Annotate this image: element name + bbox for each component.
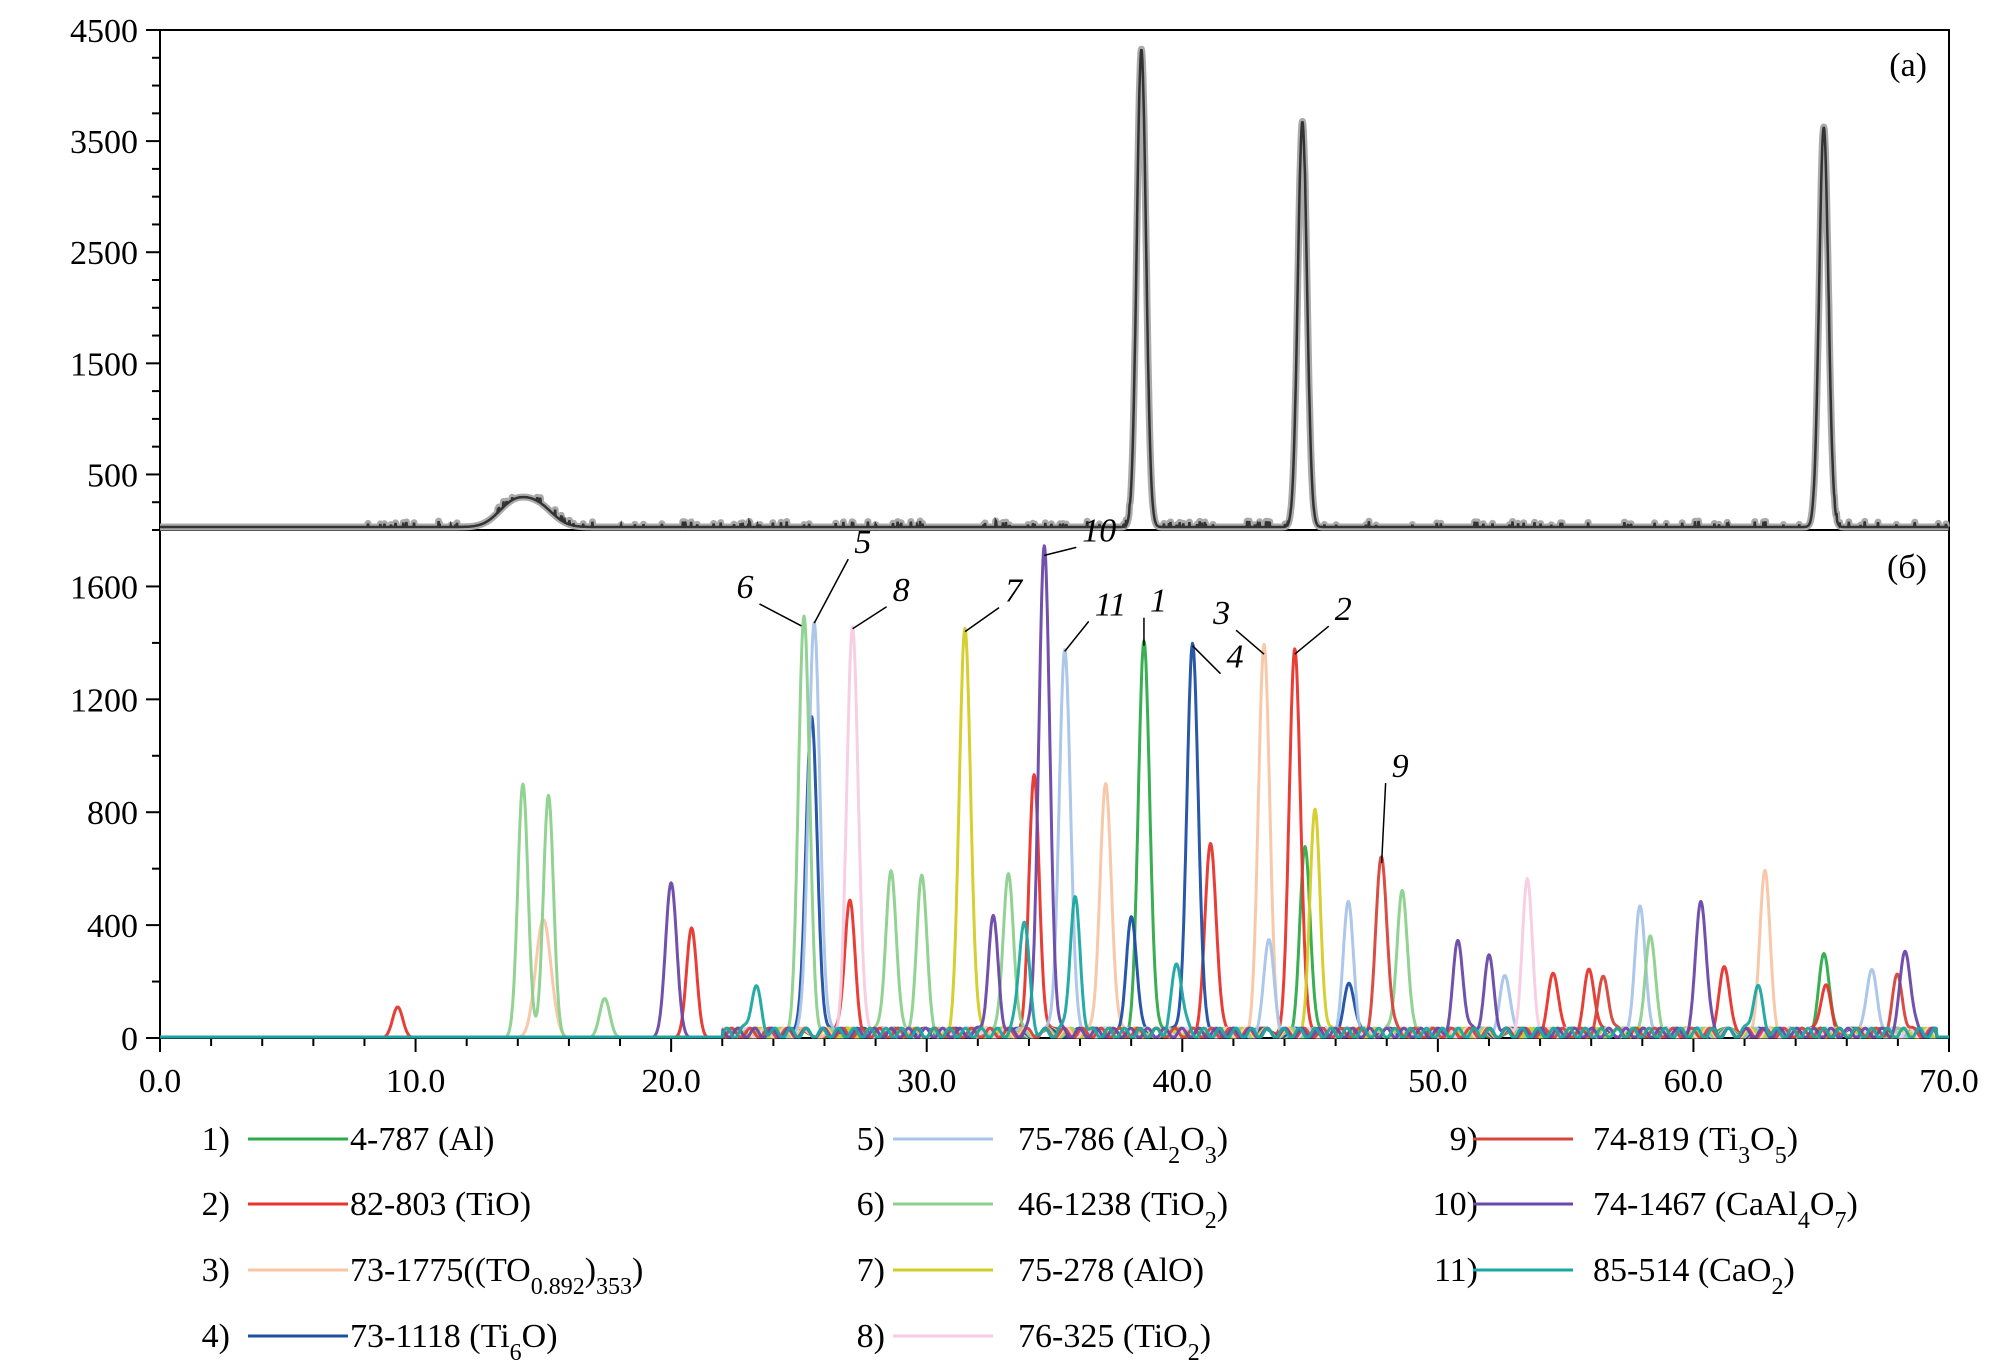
peak-label-5: 5 <box>854 524 871 561</box>
panel-label-a: (a) <box>1889 47 1927 84</box>
legend-index-3: 3) <box>202 1252 230 1289</box>
peak-label-11: 11 <box>1095 586 1126 623</box>
panel-label-b: (б) <box>1887 549 1927 586</box>
series-layer <box>157 45 1952 1039</box>
peak-label-3: 3 <box>1212 595 1230 632</box>
legend-label-8: 76-325 (TiO2) <box>1018 1318 1211 1361</box>
legend: 1) 4-787 (Al) 2) 82-803 (TiO) 3) 73-1775((TO0… <box>202 1121 1858 1361</box>
peak-label-8: 8 <box>893 572 910 609</box>
legend-index-5: 5) <box>857 1121 885 1158</box>
legend-index-7: 7) <box>857 1252 885 1289</box>
peak-leader-8 <box>852 606 888 630</box>
x-tick-label: 10.0 <box>386 1063 446 1100</box>
legend-label-5: 75-786 (Al2O3) <box>1018 1121 1228 1169</box>
peak-leader-9 <box>1380 782 1387 864</box>
y-tick-label-b: 800 <box>87 795 138 832</box>
series-a-line <box>160 48 1949 529</box>
peak-leader-7 <box>964 606 1000 633</box>
y-tick-label-a: 1500 <box>70 346 138 383</box>
peak-leader-6 <box>759 603 802 627</box>
legend-index-8: 8) <box>857 1318 885 1355</box>
legend-label-4: 73-1118 (Ti6O) <box>350 1318 558 1361</box>
plot-frame <box>159 29 1950 1039</box>
x-tick-label: 20.0 <box>641 1063 701 1100</box>
legend-label-3: 73-1775((TO0.892)353) <box>350 1252 643 1300</box>
legend-label-10: 74-1467 (CaAl4O7) <box>1593 1186 1858 1234</box>
peak-label-2: 2 <box>1335 591 1352 628</box>
peak-leader-2 <box>1294 625 1330 655</box>
legend-label-6: 46-1238 (TiO2) <box>1018 1186 1228 1234</box>
x-tick-label: 30.0 <box>897 1063 957 1100</box>
x-tick-label: 0.0 <box>139 1063 182 1100</box>
y-tick-label-b: 1600 <box>70 569 138 606</box>
legend-index-1: 1) <box>202 1121 230 1158</box>
legend-index-6: 6) <box>857 1186 885 1223</box>
legend-index-10: 10) <box>1433 1186 1478 1223</box>
series-line-10 <box>159 544 1950 1039</box>
legend-label-1: 4-787 (Al) <box>350 1121 494 1158</box>
series-line-11 <box>159 895 1950 1039</box>
series-a-halo <box>157 45 1952 531</box>
peak-label-4: 4 <box>1227 639 1244 676</box>
peak-leader-4 <box>1191 645 1222 675</box>
y-tick-label-a: 500 <box>87 457 138 494</box>
peak-leader-3 <box>1235 629 1265 655</box>
x-tick-label: 40.0 <box>1153 1063 1213 1100</box>
peak-label-7: 7 <box>1005 573 1024 610</box>
peak-label-9: 9 <box>1392 748 1409 785</box>
peak-label-10: 10 <box>1082 512 1116 549</box>
legend-index-4: 4) <box>202 1318 230 1355</box>
x-tick-label: 70.0 <box>1919 1063 1979 1100</box>
y-tick-label-b: 1200 <box>70 682 138 719</box>
legend-label-2: 82-803 (TiO) <box>350 1186 531 1223</box>
y-tick-label-a: 2500 <box>70 235 138 272</box>
legend-label-9: 74-819 (Ti3O5) <box>1593 1121 1798 1169</box>
peak-leader-11 <box>1064 620 1090 652</box>
legend-label-7: 75-278 (AlO) <box>1018 1252 1204 1289</box>
peak-label-1: 1 <box>1150 583 1167 620</box>
y-tick-label-b: 0 <box>121 1021 138 1058</box>
x-tick-label: 50.0 <box>1408 1063 1468 1100</box>
axes-layer: 4500 3500 2500 1500 500 1600 1200 800 400 00.0 10.… <box>70 13 1979 1100</box>
x-tick-label: 60.0 <box>1664 1063 1724 1100</box>
peak-label-6: 6 <box>736 569 753 606</box>
y-tick-label-a: 4500 <box>70 13 138 50</box>
y-tick-label-a: 3500 <box>70 124 138 161</box>
legend-index-11: 11) <box>1434 1252 1478 1289</box>
peak-leader-10 <box>1044 546 1077 557</box>
legend-label-11: 85-514 (CaO2) <box>1593 1252 1795 1300</box>
peak-leader-5 <box>813 558 849 624</box>
legend-index-2: 2) <box>202 1186 230 1223</box>
y-tick-label-b: 400 <box>87 908 138 945</box>
